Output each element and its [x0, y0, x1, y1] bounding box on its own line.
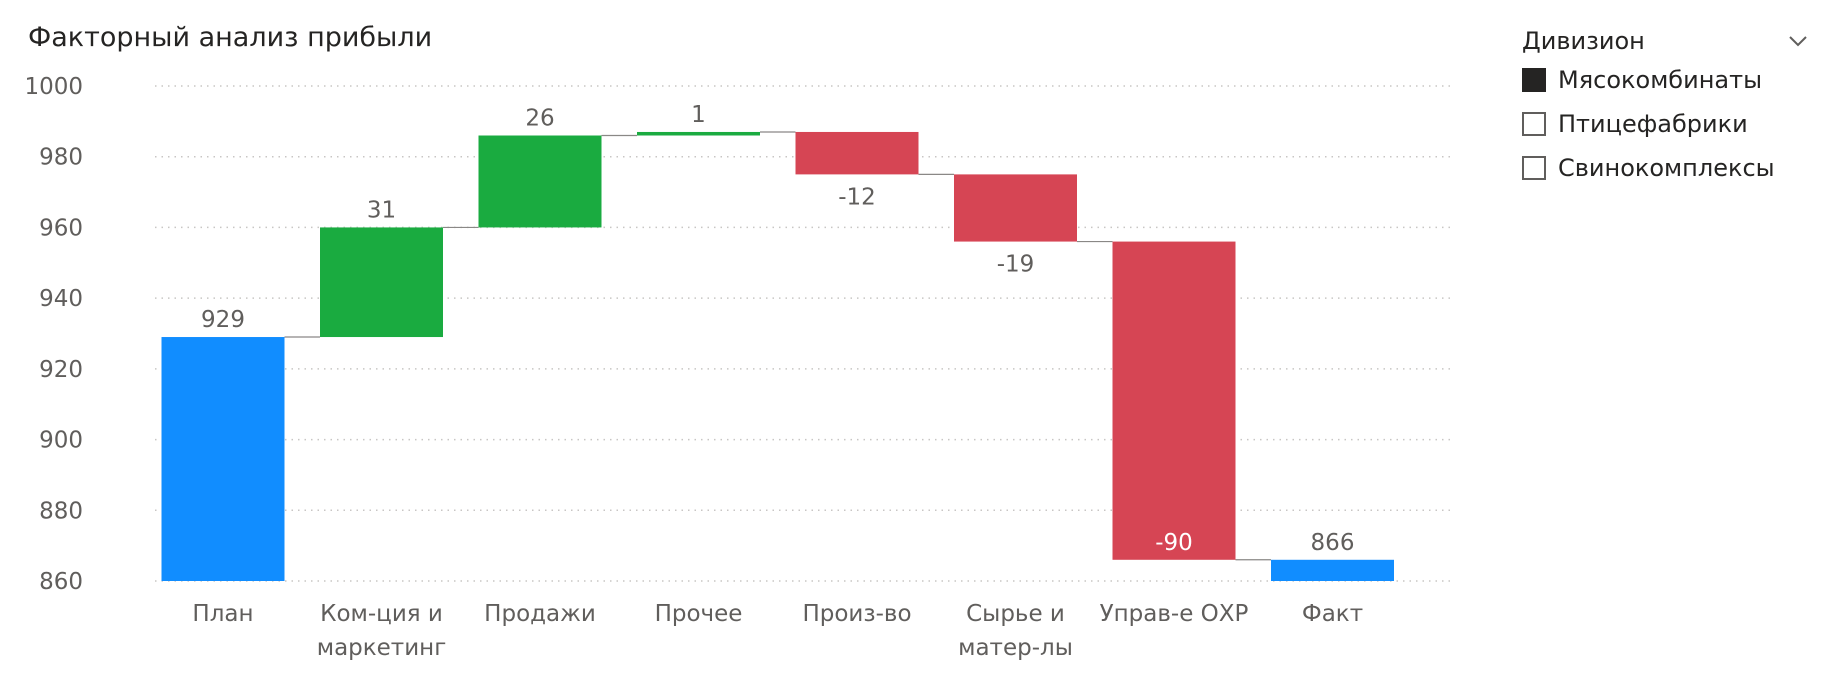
bars — [161, 131, 1394, 581]
x-category-label: Управ-е ОХР — [1100, 601, 1249, 627]
y-tick-label: 940 — [39, 286, 83, 312]
waterfall-bar-total[interactable] — [161, 337, 285, 581]
connectors — [284, 131, 1271, 561]
waterfall-bar-increase[interactable] — [320, 227, 443, 338]
checkbox[interactable] — [1522, 68, 1546, 92]
x-category-label: матер-лы — [958, 635, 1073, 661]
slicer-item-pig-farms[interactable]: Свинокомплексы — [1522, 146, 1812, 190]
data-label: 31 — [367, 197, 396, 223]
data-label: -90 — [1155, 530, 1193, 556]
y-tick-label: 1000 — [24, 74, 83, 100]
division-slicer: Дивизион Мясокомбинаты Птицефабрики Свин… — [1522, 24, 1812, 190]
waterfall-chart: 860 880 900 920 940 960 980 1000 929 31 26 1 -12 -19… — [24, 74, 1455, 661]
x-axis: План Ком-ция и маркетинг Продажи Прочее Произ… — [192, 601, 1363, 661]
slicer-item-poultry-farms[interactable]: Птицефабрики — [1522, 102, 1812, 146]
waterfall-bar-decrease[interactable] — [954, 174, 1077, 242]
slicer-item-label: Птицефабрики — [1558, 110, 1748, 138]
y-tick-label: 980 — [39, 145, 83, 171]
checkbox[interactable] — [1522, 112, 1546, 136]
y-tick-label: 880 — [39, 498, 83, 524]
slicer-header: Дивизион — [1522, 24, 1812, 58]
slicer-title: Дивизион — [1522, 27, 1645, 55]
data-label: 1 — [691, 102, 706, 128]
waterfall-bar-increase[interactable] — [637, 131, 760, 136]
data-label: 866 — [1311, 530, 1355, 556]
data-labels: 929 31 26 1 -12 -19 -90 866 — [201, 102, 1354, 556]
slicer-item-label: Мясокомбинаты — [1558, 66, 1763, 94]
slicer-item-meat-plants[interactable]: Мясокомбинаты — [1522, 58, 1812, 102]
x-category-label: Факт — [1302, 601, 1363, 627]
y-tick-label: 920 — [39, 357, 83, 383]
data-label: -12 — [838, 184, 876, 210]
waterfall-bar-total[interactable] — [1271, 559, 1394, 581]
checkbox[interactable] — [1522, 156, 1546, 180]
data-label: 929 — [201, 307, 245, 333]
chart-title: Факторный анализ прибыли — [28, 22, 433, 53]
x-category-label: Сырье и — [966, 601, 1065, 627]
x-category-label: План — [192, 601, 253, 627]
chevron-down-icon[interactable] — [1784, 27, 1812, 55]
slicer-item-label: Свинокомплексы — [1558, 154, 1775, 182]
data-label: 26 — [525, 106, 554, 132]
x-category-label: Ком-ция и — [320, 601, 443, 627]
x-category-label: Прочее — [655, 601, 743, 627]
waterfall-bar-increase[interactable] — [478, 135, 602, 228]
y-tick-label: 960 — [39, 215, 83, 241]
x-category-label: Произ-во — [802, 601, 911, 627]
x-category-label: маркетинг — [317, 635, 447, 661]
x-category-label: Продажи — [484, 601, 596, 627]
data-label: -19 — [997, 252, 1035, 278]
y-tick-label: 900 — [39, 428, 83, 454]
waterfall-bar-decrease[interactable] — [1112, 241, 1236, 560]
y-axis: 860 880 900 920 940 960 980 1000 — [24, 74, 83, 595]
waterfall-bar-decrease[interactable] — [795, 131, 919, 175]
y-tick-label: 860 — [39, 569, 83, 595]
